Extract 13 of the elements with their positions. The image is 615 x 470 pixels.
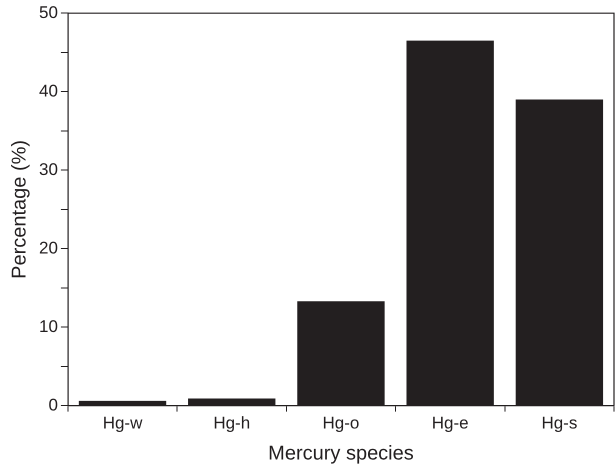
x-tick-label: Hg-o (322, 413, 360, 432)
y-tick-label: 20 (38, 238, 58, 258)
x-tick-label: Hg-w (102, 413, 144, 432)
y-tick-label: 10 (38, 316, 58, 336)
x-tick-label: Hg-s (541, 413, 578, 432)
x-tick-label: Hg-e (432, 413, 469, 432)
y-axis-title: Percentage (%) (8, 140, 31, 279)
y-tick-label: 40 (38, 81, 58, 100)
y-tick-label: 50 (38, 2, 58, 22)
x-axis-title: Mercury species (268, 442, 414, 465)
y-tick-label: 0 (48, 395, 58, 414)
x-tick-label: Hg-h (213, 413, 250, 432)
y-tick-label: 30 (38, 160, 58, 179)
